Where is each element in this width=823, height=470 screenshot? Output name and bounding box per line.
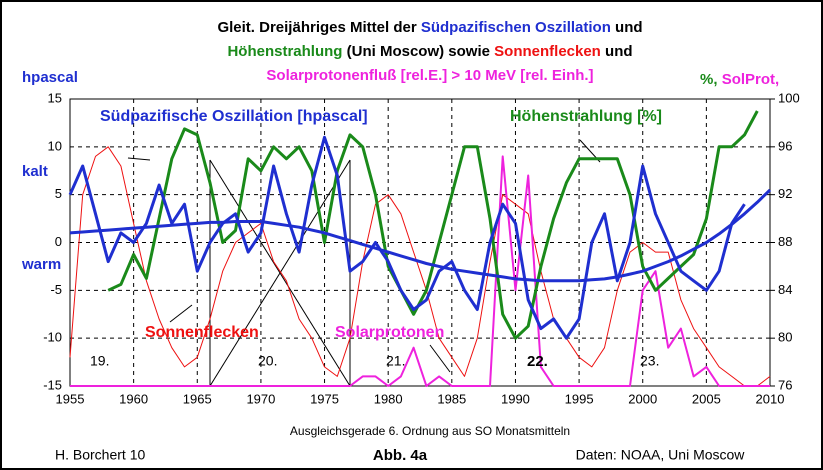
series-label: Sonnenflecken [145,324,259,341]
y2-tick-label: 76 [778,377,792,392]
annotation: Abb. 4a [373,447,428,464]
series-line [69,188,772,283]
series-line [69,146,771,387]
y-tick-label: -15 [43,377,62,392]
chart-title: Gleit. Dreijähriges Mittel der Südpazifi… [217,19,642,36]
series-line [68,135,746,340]
series-label: Südpazifische Oszillation [hpascal] [100,108,368,125]
x-tick-label: 1965 [183,391,212,406]
x-tick-label: 1990 [501,391,530,406]
cross-line [209,159,351,387]
x-tick-label: 2010 [756,391,785,406]
y2-tick-label: 96 [778,138,792,153]
annotation: Daten: NOAA, Uni Moscow [576,447,746,463]
annotation: warm [21,256,61,273]
y-tick-label: 15 [48,90,62,105]
decor-lines [127,139,601,387]
y2-tick-label: 88 [778,234,792,249]
x-tick-label: 2000 [628,391,657,406]
title-part: und [611,19,643,36]
x-tick-label: 1955 [56,391,85,406]
series-label: Solarprotonen [335,324,444,341]
x-tick-label: 1980 [374,391,403,406]
x-tick-label: 1995 [565,391,594,406]
y2-tick-label: 92 [778,186,792,201]
x-tick-label: 1975 [310,391,339,406]
y2-axis-label: %, SolProt, [700,71,779,88]
series-label: Ausgleichsgerade 6. Ordnung aus SO Monat… [290,424,570,438]
title-part: Gleit. Dreijähriges Mittel der [217,19,420,36]
annotation: H. Borchert 10 [55,447,145,463]
y2-tick-label: 80 [778,330,792,345]
y-tick-label: -5 [50,282,62,297]
x-tick-label: 2005 [692,391,721,406]
title-part: Sonnenflecken [494,43,601,60]
title-part: Solarprotonenfluß [rel.E.] > 10 MeV [rel… [266,67,593,84]
y-tick-label: 0 [55,234,62,249]
title-part: (Uni Moscow) sowie [342,43,494,60]
y-axis-label: hpascal [22,69,78,86]
y-tick-label: 5 [55,186,62,201]
annotation: 19. [90,353,109,369]
annotation: 23. [640,353,659,369]
arrow [127,157,151,161]
annotation: 20. [258,353,277,369]
y2-tick-label: 84 [778,282,792,297]
title-part: und [601,43,633,60]
title-part: Höhenstrahlung [227,43,342,60]
y-tick-label: 10 [48,138,62,153]
y2-label-part: %, [700,71,722,88]
title-part: Südpazifischen Oszillation [421,19,611,36]
arrow [429,344,451,373]
chart-title: Solarprotonenfluß [rel.E.] > 10 MeV [rel… [266,67,593,84]
annotation: kalt [22,163,48,180]
x-tick-label: 1970 [246,391,275,406]
series-line [70,155,770,387]
y2-tick-label: 100 [778,90,800,105]
annotation: 21. [386,353,405,369]
annotation: 22. [527,353,548,370]
chart-title: Höhenstrahlung (Uni Moscow) sowie Sonnen… [227,43,632,60]
x-tick-label: 1985 [437,391,466,406]
x-tick-label: 1960 [119,391,148,406]
series-label: Höhenstrahlung [%] [510,108,662,125]
y-tick-label: -10 [43,330,62,345]
arrow [169,304,193,323]
y2-label-part: SolProt, [722,71,780,88]
